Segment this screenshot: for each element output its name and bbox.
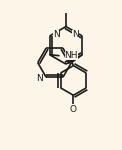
- Text: O: O: [70, 105, 77, 114]
- Text: N: N: [53, 30, 59, 39]
- Text: N: N: [72, 30, 79, 39]
- Text: NH: NH: [65, 51, 78, 60]
- Text: N: N: [36, 74, 43, 83]
